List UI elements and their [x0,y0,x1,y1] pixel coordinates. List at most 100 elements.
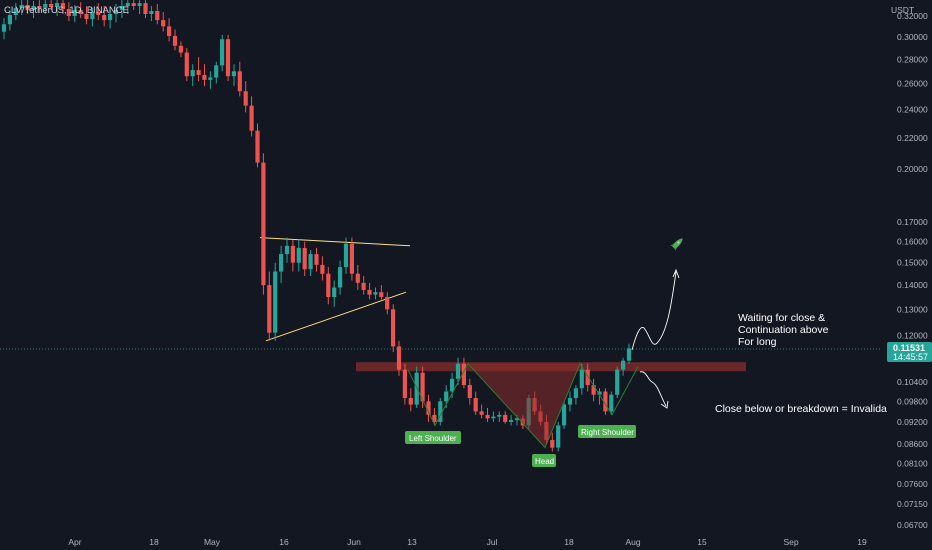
triangle-upper-line [259,237,411,247]
rocket-icon [669,238,683,252]
price-axis[interactable]: 0.32000 0.30000 0.28000 0.26000 0.24000 0.220… [897,11,928,530]
candle-body-7 [43,4,48,8]
bullish-projection-path [631,271,677,351]
candle-body-3 [19,5,24,8]
time-tick-0: Apr [68,537,81,547]
candle-body-79 [467,385,472,398]
candle-body-42 [249,105,254,131]
time-tick-4: Jun [347,537,361,547]
candle-body-50 [296,247,301,263]
head-shoulders-pattern [407,362,639,449]
price-tick-9: 0.15000 [897,258,928,268]
candle-body-102 [603,391,608,412]
candle-body-2 [13,8,18,15]
candle-body-43 [255,130,260,163]
triangle-pattern [259,237,411,342]
candle-body-77 [455,363,461,379]
candle-body-101 [597,391,602,395]
symbol-title[interactable]: CLV/TetherUS, 1D, BINANCE [4,5,129,16]
candle-body-36 [214,65,219,78]
price-tick-4: 0.24000 [897,105,928,115]
time-tick-12: 19 [857,537,867,547]
time-tick-7: 18 [564,537,574,547]
candle-body-97 [573,388,578,398]
candle-body-95 [562,404,567,426]
candle-body-53 [314,254,319,265]
long-note-line-3: For long [738,336,777,348]
candle-body-66 [391,309,396,347]
candle-body-45 [267,285,272,333]
candle-body-29 [172,35,178,46]
candle-body-72 [426,401,431,415]
candle-body-30 [178,45,183,53]
price-tick-0: 0.32000 [897,11,928,21]
candle-body-8 [49,4,54,7]
candle-body-40 [237,71,242,92]
right-shoulder-label: Right Shoulder [578,425,636,438]
price-tick-20: 0.06700 [897,520,928,530]
candle-body-14 [84,14,89,20]
candle-body-31 [184,52,189,77]
candle-body-83 [491,416,496,419]
candle-body-99 [585,369,590,386]
price-tick-2: 0.28000 [897,55,928,65]
last-price-value: 0.11531 [893,343,925,353]
candle-body-28 [167,26,172,36]
price-tick-17: 0.08100 [897,458,928,468]
candle-body-39 [231,71,236,77]
head-box [532,454,556,467]
candle-body-94 [556,425,561,448]
candle-body-37 [220,39,225,66]
candle-body-93 [550,440,555,448]
candle-body-58 [343,243,349,267]
price-tick-15: 0.09200 [897,417,928,427]
countdown-timer: 14:45:57 [893,352,928,362]
candle-body-18 [108,14,113,21]
candle-body-71 [420,372,425,402]
invalidation-note: Close below or breakdown = Invalida [715,403,887,415]
candle-body-44 [261,162,266,286]
bearish-arrowhead [660,400,669,409]
candle-body-24 [143,3,148,14]
price-tick-13: 0.10400 [897,377,928,387]
time-tick-6: Jul [487,537,498,547]
candle-body-15 [90,12,95,20]
candle-body-86 [509,420,514,422]
price-tick-1: 0.30000 [897,32,928,42]
candle-body-67 [396,346,402,370]
price-tick-14: 0.09800 [897,396,928,406]
left-shoulder-box [405,431,461,444]
candle-body-64 [379,292,384,297]
candle-body-105 [621,360,626,370]
time-tick-2: May [204,537,221,547]
candle-body-49 [290,245,295,263]
candle-body-34 [202,75,207,80]
candle-body-57 [338,267,343,288]
candle-body-9 [54,3,60,7]
price-tick-6: 0.20000 [897,164,928,174]
candle-body-13 [78,10,83,14]
candle-body-32 [190,70,195,77]
candle-body-20 [119,6,124,10]
time-tick-5: 13 [407,537,417,547]
candle-body-19 [113,10,119,14]
candle-body-23 [137,3,142,6]
candle-body-25 [149,11,154,14]
candle-body-4 [25,5,30,10]
time-axis[interactable]: Apr 18 May 16 Jun 13 Jul 18 Aug 15 Sep 19 [68,537,867,547]
time-tick-1: 18 [149,537,159,547]
long-note: Waiting for close & Continuation above F… [738,312,829,348]
candle-body-63 [373,292,378,295]
candle-body-56 [332,287,337,297]
price-tick-3: 0.26000 [897,79,928,89]
pattern-polyline [407,362,639,449]
head-label: Head [532,454,556,467]
candle-body-78 [461,363,466,386]
candle-body-80 [473,398,478,412]
price-tick-5: 0.22000 [897,133,928,143]
candle-body-21 [125,3,130,6]
candle-body-22 [131,3,136,6]
bullish-arrowhead [672,268,680,279]
